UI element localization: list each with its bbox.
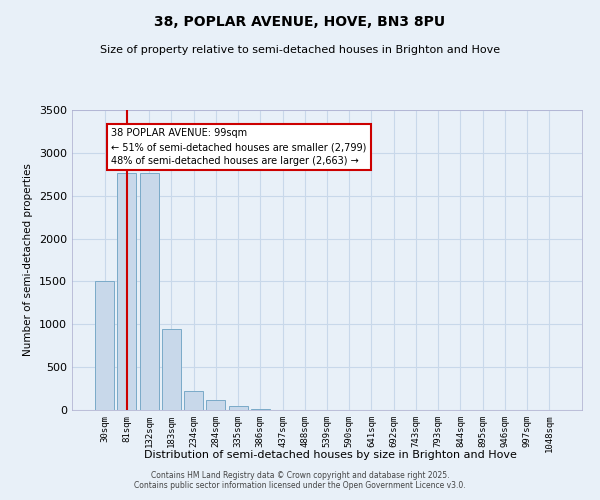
- Bar: [140, 174, 158, 410]
- Bar: [118, 174, 136, 410]
- Text: Size of property relative to semi-detached houses in Brighton and Hove: Size of property relative to semi-detach…: [100, 45, 500, 55]
- Text: Distribution of semi-detached houses by size in Brighton and Hove: Distribution of semi-detached houses by …: [143, 450, 517, 460]
- Text: 38, POPLAR AVENUE, HOVE, BN3 8PU: 38, POPLAR AVENUE, HOVE, BN3 8PU: [154, 15, 446, 29]
- Bar: [162, 328, 181, 410]
- Text: Contains HM Land Registry data © Crown copyright and database right 2025.
Contai: Contains HM Land Registry data © Crown c…: [134, 470, 466, 490]
- Bar: [206, 400, 225, 410]
- Bar: [229, 406, 248, 410]
- Text: 38 POPLAR AVENUE: 99sqm
← 51% of semi-detached houses are smaller (2,799)
48% of: 38 POPLAR AVENUE: 99sqm ← 51% of semi-de…: [112, 128, 367, 166]
- Bar: [251, 409, 270, 410]
- Y-axis label: Number of semi-detached properties: Number of semi-detached properties: [23, 164, 34, 356]
- Bar: [95, 282, 114, 410]
- Bar: [184, 391, 203, 410]
